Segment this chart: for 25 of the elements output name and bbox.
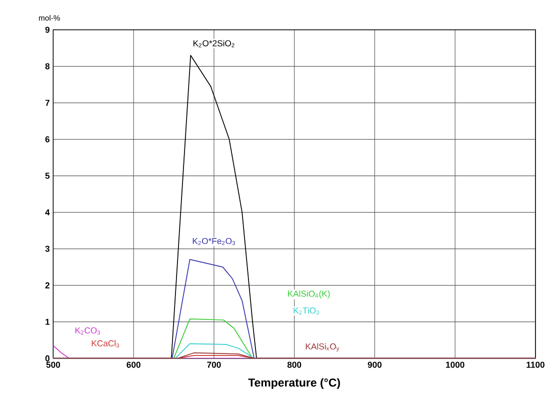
y-tick-label: 4 <box>45 209 50 216</box>
y-tick-label: 3 <box>45 246 50 252</box>
y-tick-label: 9 <box>45 26 50 33</box>
x-tick-label: 500 <box>46 362 60 368</box>
series-label: KCaCl$_{3}$ <box>92 340 119 348</box>
y-tick-label: 1 <box>46 318 50 325</box>
y-tick-label: 7 <box>45 100 50 106</box>
series-label: K$_{2}$O*2SiO$_{2}$ <box>194 40 234 48</box>
x-axis-title: Temperature (°C) <box>248 378 340 389</box>
text: KAlSiO$_{4}$(K) <box>288 290 330 298</box>
y-tick-label: 8 <box>45 63 50 70</box>
y-tick-label: 5 <box>45 172 50 179</box>
text: K$_{2}$TiO$_{3}$ <box>294 307 319 315</box>
x-tick-label: 1100 <box>526 362 544 368</box>
x-tick-label: 600 <box>126 362 140 368</box>
x-tick-label: 900 <box>368 362 382 368</box>
y-tick-label: 2 <box>45 282 50 288</box>
x-tick-label: 1000 <box>446 362 464 368</box>
x-tick-label: 700 <box>207 362 221 368</box>
text: K$_{2}$CO$_{3}$ <box>75 327 100 335</box>
series-label: K$_{2}$O*Fe$_{2}$O$_{3}$ <box>192 238 236 246</box>
x-tick-label: 800 <box>287 362 302 368</box>
series-label: KAlSi$_{x}$O$_{y}$ <box>306 343 340 352</box>
y-tick-label: 0 <box>45 355 50 362</box>
y-tick-label: 6 <box>45 136 50 142</box>
